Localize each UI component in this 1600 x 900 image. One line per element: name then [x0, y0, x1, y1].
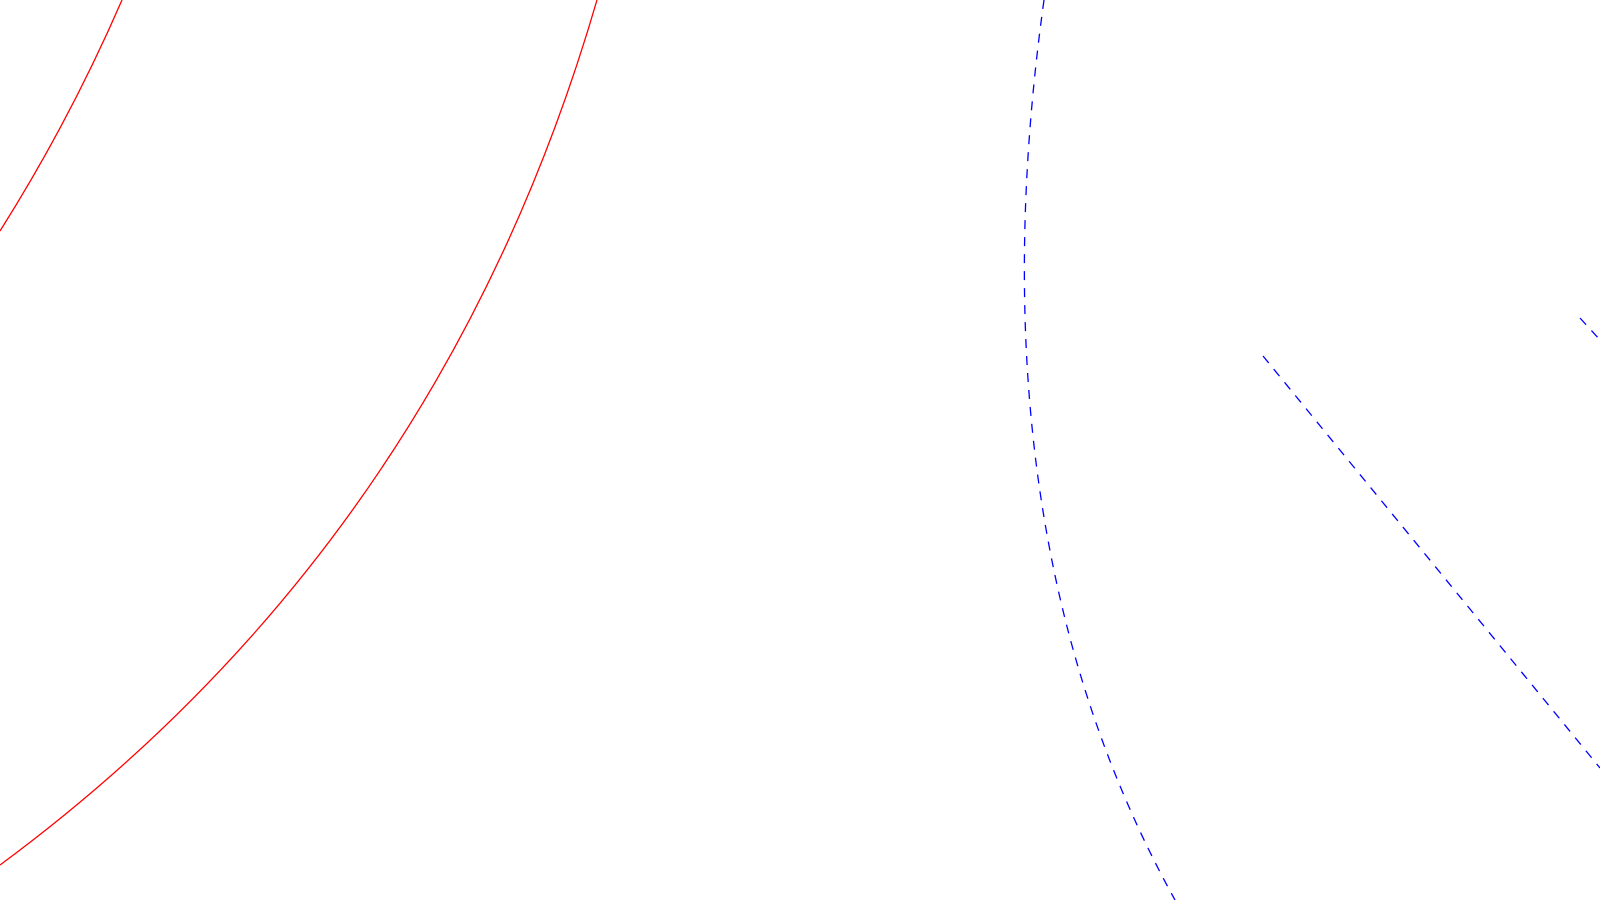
- blue-dashed-line-lower: [1262, 355, 1600, 769]
- red-arc-inner: [0, 0, 123, 232]
- blue-dashed-arc: [1023, 0, 1176, 900]
- blue-dashed-line-upper: [1579, 317, 1600, 341]
- red-arc-outer: [0, 0, 598, 866]
